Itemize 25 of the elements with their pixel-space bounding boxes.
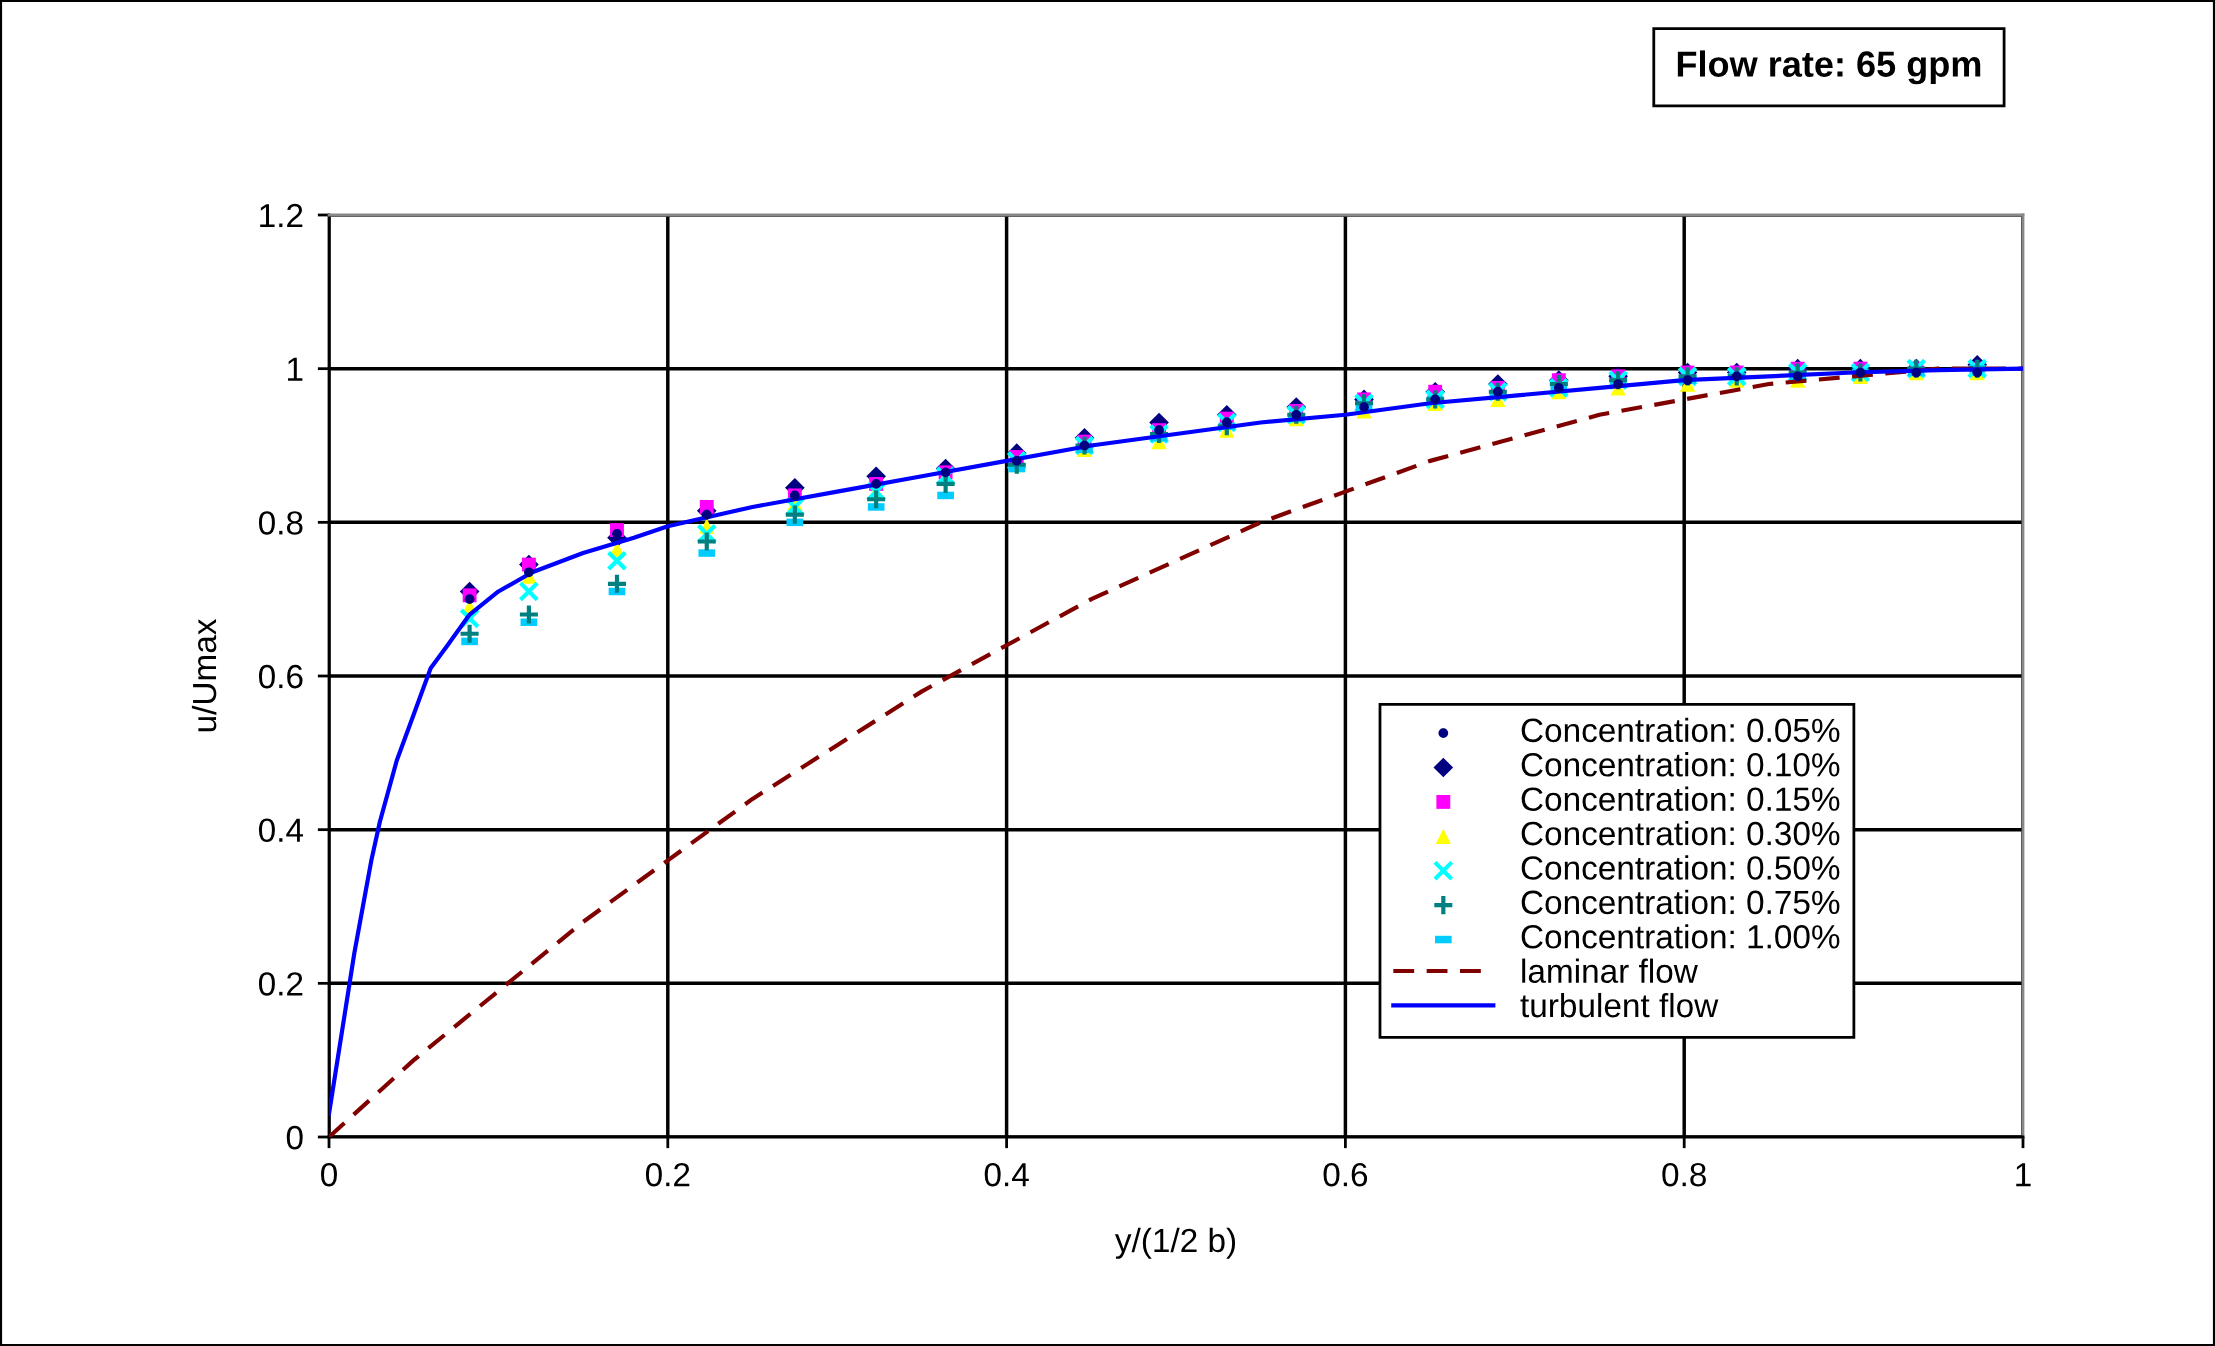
y-tick-label: 1 xyxy=(288,357,303,381)
x-tick-label: 0 xyxy=(321,1162,337,1187)
x-tick-label: 0.2 xyxy=(645,1162,690,1187)
x-tick-label: 1 xyxy=(2016,1163,2031,1187)
legend-label: laminar flow xyxy=(1522,958,1698,984)
legend-label: Concentration: 0.10% xyxy=(1521,752,1840,777)
legend-label: Concentration: 0.50% xyxy=(1521,855,1840,880)
legend-label: Concentration: 0.75% xyxy=(1521,889,1840,915)
y-tick-label: 0.6 xyxy=(258,664,303,689)
y-axis-title: u/Umax xyxy=(191,618,217,732)
legend-label: Concentration: 1.00% xyxy=(1521,924,1840,949)
y-tick-label: 0 xyxy=(286,1125,303,1150)
text: Flow rate: 65 gpm xyxy=(1677,50,1981,85)
legend-label: Concentration: 0.15% xyxy=(1521,786,1840,811)
legend-label: turbulent flow xyxy=(1520,992,1719,1018)
legend-label: Concentration: 0.05% xyxy=(1521,717,1840,743)
legend-label: Concentration: 0.30% xyxy=(1521,820,1840,846)
x-axis-title: y/(1/2 b) xyxy=(1114,1227,1236,1259)
y-tick-label: 0.2 xyxy=(258,972,303,996)
x-tick-label: 0.4 xyxy=(984,1162,1029,1187)
y-tick-label: 0.4 xyxy=(258,818,304,843)
y-tick-label: 1.2 xyxy=(260,203,303,228)
x-tick-label: 0.6 xyxy=(1323,1162,1368,1187)
y-tick-label: 0.8 xyxy=(258,511,303,535)
x-tick-label: 0.8 xyxy=(1662,1162,1706,1187)
